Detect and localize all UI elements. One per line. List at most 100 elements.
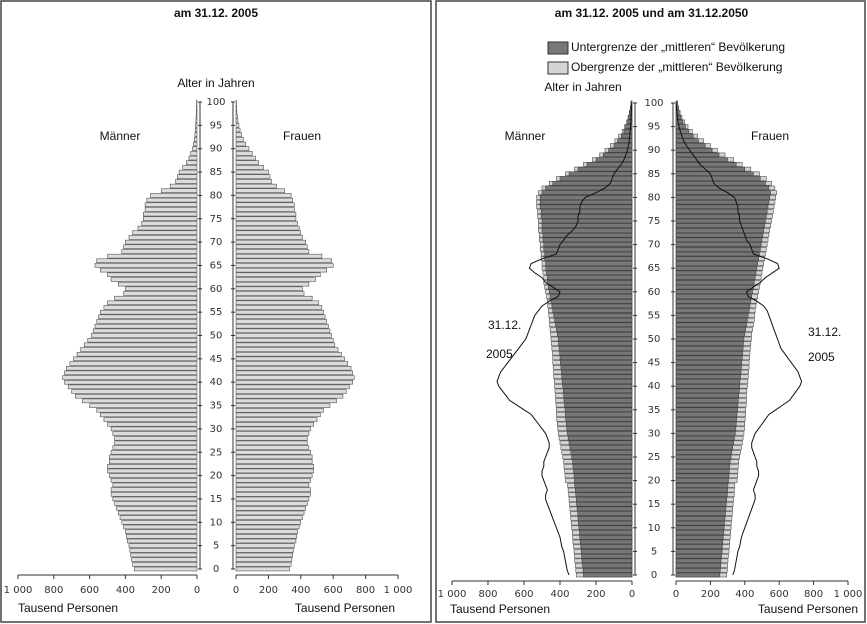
bar-men [573, 468, 633, 474]
bar-men [132, 230, 198, 235]
bar-men [169, 183, 198, 189]
bar-men [557, 336, 633, 342]
bar-men [128, 235, 198, 240]
y-tick-label: 90 [648, 145, 661, 156]
bar-men [541, 190, 633, 195]
bar-women [235, 426, 311, 432]
bar-women [235, 454, 313, 460]
bar-women [235, 113, 238, 119]
bar-men [554, 317, 633, 323]
bar-women [235, 183, 277, 189]
bar-women [675, 265, 758, 271]
bar-women [675, 520, 725, 526]
x-axis-title: Tausend Personen [450, 602, 550, 616]
bar-women [235, 244, 308, 249]
bar-women [235, 328, 331, 334]
bar-women [235, 188, 285, 193]
bar-men [132, 562, 198, 567]
bar-women [675, 535, 724, 540]
bar-men [581, 558, 633, 564]
bar-men [567, 435, 633, 441]
bar-men [574, 483, 633, 488]
bar-women [235, 515, 303, 520]
bar-men [114, 436, 198, 441]
bar-men [112, 431, 198, 436]
bar-men [83, 342, 198, 348]
panel-frame [435, 0, 866, 623]
bar-men [568, 171, 633, 177]
bar-women [675, 497, 727, 502]
bar-women [235, 146, 250, 151]
bar-men [96, 319, 198, 324]
bar-men [542, 237, 633, 243]
bar-women [235, 361, 349, 366]
bar-women [235, 365, 352, 371]
bar-women [675, 284, 754, 290]
bar-women [235, 422, 315, 427]
bar-men [129, 548, 198, 553]
bar-men [89, 403, 198, 408]
x-tick-label: 0 [673, 589, 679, 600]
bar-women [675, 166, 746, 172]
bar-men [188, 155, 198, 161]
bar-men [580, 549, 633, 554]
bar-women [235, 557, 293, 562]
bar-men [195, 113, 198, 119]
bar-men [73, 356, 198, 362]
bar-men [107, 464, 198, 469]
bar-women [675, 195, 770, 200]
bar-men [110, 487, 198, 492]
bar-men [559, 176, 633, 181]
bar-women [675, 199, 770, 205]
bar-men [67, 384, 198, 390]
x-axis-title: Tausend Personen [295, 601, 395, 615]
bar-women [675, 247, 761, 252]
bar-men [76, 351, 198, 357]
bar-women [235, 384, 350, 390]
bar-men [116, 506, 198, 511]
bar-women [675, 530, 725, 535]
bar-women [675, 346, 744, 351]
bar-men [595, 157, 633, 162]
x-tick-label: 800 [356, 585, 375, 596]
y-tick-label: 5 [213, 541, 219, 552]
bar-men [71, 389, 198, 394]
bar-women [235, 155, 256, 161]
bar-men [125, 239, 198, 245]
bar-women [235, 216, 297, 221]
x-tick-label: 400 [116, 585, 135, 596]
x-tick-label: 1 000 [834, 589, 863, 600]
bar-women [235, 436, 308, 441]
bar-men [558, 346, 633, 351]
y-tick-label: 20 [210, 471, 223, 482]
bar-men [543, 242, 633, 247]
bar-men [123, 244, 198, 249]
y-tick-label: 50 [648, 334, 661, 345]
bar-women [235, 370, 353, 376]
bar-men [540, 214, 633, 219]
bar-men [112, 445, 198, 450]
bar-women [675, 280, 755, 285]
x-tick-label: 600 [514, 589, 533, 600]
bar-women [675, 431, 736, 436]
bar-women [235, 253, 323, 259]
bar-men [578, 520, 633, 526]
bar-men [602, 152, 633, 158]
bar-women [675, 261, 758, 266]
bar-women [675, 214, 767, 219]
bar-men [182, 165, 198, 170]
bar-men [117, 281, 198, 287]
x-tick-label: 200 [259, 585, 278, 596]
bar-men [110, 450, 198, 455]
bar-women [235, 174, 271, 179]
bar-women [675, 152, 720, 158]
bar-men [560, 360, 633, 365]
bar-men [613, 143, 633, 148]
bar-women [235, 295, 313, 301]
bar-women [675, 190, 771, 195]
bar-women [235, 548, 294, 553]
chart-title: am 31.12. 2005 [174, 6, 258, 20]
bar-men [110, 492, 198, 497]
bar-men [561, 374, 633, 379]
bar-women [675, 313, 749, 318]
